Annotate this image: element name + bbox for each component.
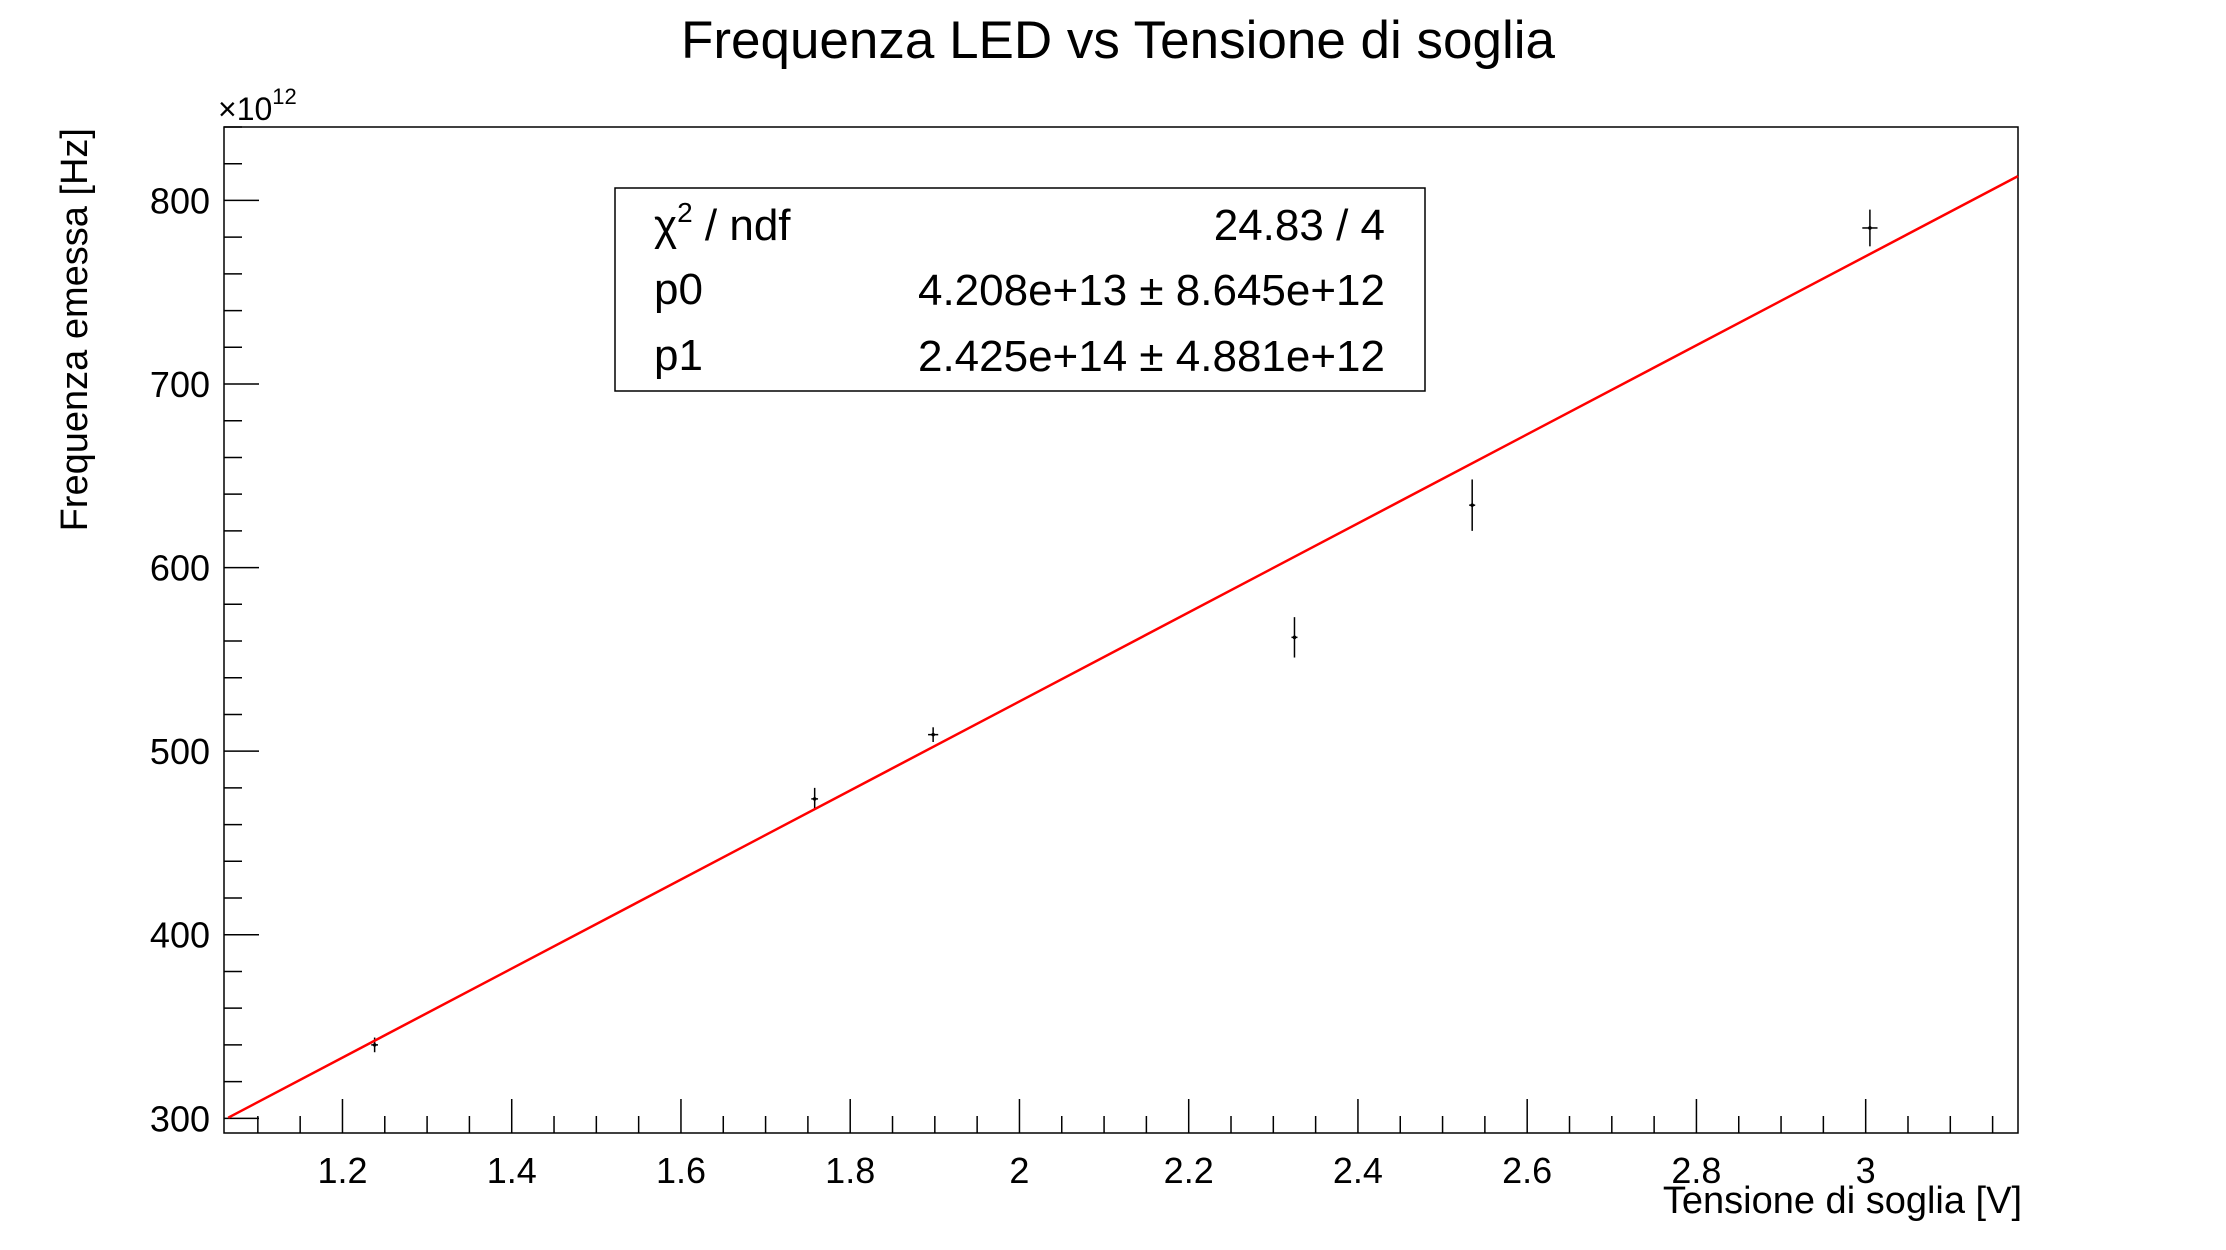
data-point [928,727,939,742]
point-marker [1470,503,1474,507]
y-tick-label: 300 [150,1098,210,1139]
stats-row-p0-value: 4.208e+13 ± 8.645e+12 [918,266,1385,315]
axis-ticks: 1.2 1.4 1.6 1.8 2 2.2 2.4 2.6 2.8 3 300 400 500 600 70… [150,126,1994,1191]
data-point [1862,209,1878,247]
y-tick-label: 500 [150,731,210,772]
x-tick-label: 2 [1009,1150,1029,1191]
y-tick-label: 600 [150,548,210,589]
fit-function [227,175,2019,1119]
x-tick-label: 2.8 [1671,1150,1721,1191]
point-marker [1292,635,1297,640]
x-tick-label: 1.4 [487,1150,537,1191]
point-marker [931,732,935,737]
stats-row-p1-label: p1 [654,331,703,380]
data-point [811,787,819,810]
x-axis-label: Tensione di soglia [V] [1663,1180,2022,1222]
y-tick-label: 800 [150,180,210,221]
stats-chi-symbol: χ [654,201,677,250]
x-tick-label: 3 [1856,1150,1876,1191]
fit-stats-box: χ2 / ndf 24.83 / 4 p0 4.208e+13 ± 8.645e… [614,187,1426,392]
stats-row-chi2-value: 24.83 / 4 [1214,201,1385,250]
y-axis-multiplier: ×1012 [218,84,297,127]
x-tick-label: 2.4 [1333,1150,1383,1191]
data-point [1469,479,1476,531]
x-tick-label: 2.6 [1502,1150,1552,1191]
x-tick-label: 1.6 [656,1150,706,1191]
chart-title: Frequenza LED vs Tensione di soglia [681,11,1556,70]
data-points [371,209,1878,1053]
x-tick-label: 1.8 [825,1150,875,1191]
stats-row-p0-label: p0 [654,265,703,314]
stats-box-frame [614,187,1426,392]
y-multiplier-prefix: ×10 [218,91,272,127]
y-tick-label: 400 [150,915,210,956]
y-axis-label: Frequenza emessa [Hz] [54,128,96,531]
plot-frame [223,126,2019,1134]
x-tick-label: 1.2 [317,1150,367,1191]
y-tick-label: 700 [150,364,210,405]
plot-area [223,126,2019,1134]
point-marker [812,797,817,801]
point-marker [372,1043,377,1047]
data-point [1291,617,1298,658]
stats-row-chi2-label: χ2 / ndf [654,197,791,250]
fit-line [227,175,2019,1119]
stats-chi-rest: / ndf [693,201,792,250]
stats-chi-sup: 2 [677,197,693,228]
x-tick-label: 2.2 [1164,1150,1214,1191]
y-multiplier-exponent: 12 [272,84,296,109]
stats-row-p1-value: 2.425e+14 ± 4.881e+12 [918,332,1385,381]
point-marker [1868,226,1872,230]
